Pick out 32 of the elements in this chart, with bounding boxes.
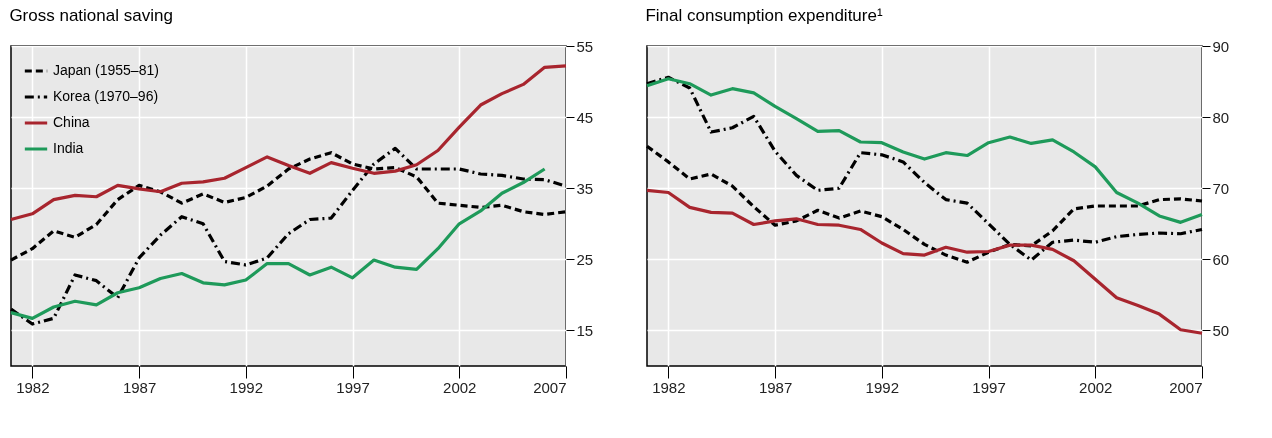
x-tick-label: 1982 [652, 378, 686, 396]
chart-title: Final consumption expenditure¹ [645, 6, 883, 25]
x-tick-label: 2002 [443, 378, 477, 396]
x-tick-label: 1987 [758, 378, 793, 396]
y-tick-label: 15 [576, 321, 594, 339]
x-tick-label: 1982 [16, 378, 50, 396]
chart-title: Gross national saving [9, 6, 173, 25]
x-tick-label: 1987 [122, 378, 157, 396]
line-series [645, 188, 1204, 335]
y-tick-label: 45 [576, 108, 594, 126]
legend-label: India [53, 140, 84, 156]
y-tick-label: 90 [1212, 37, 1230, 55]
x-tick-label: 1997 [336, 378, 370, 396]
x-tick-label: 2007 [533, 378, 567, 396]
x-tick-label: 1997 [972, 378, 1006, 396]
legend-label: Japan (1955–81) [53, 62, 159, 78]
y-tick-label: 60 [1212, 250, 1230, 268]
line-series [9, 64, 568, 222]
y-tick-label: 50 [1212, 321, 1230, 339]
y-tick-label: 80 [1212, 108, 1230, 126]
y-tick-label: 25 [576, 250, 594, 268]
y-tick-label: 35 [576, 179, 594, 197]
x-tick-label: 1992 [865, 378, 899, 396]
legend-label: Korea (1970–96) [53, 88, 159, 104]
y-tick-label: 70 [1212, 179, 1230, 197]
line-series [645, 77, 1204, 224]
y-tick-label: 55 [576, 37, 594, 55]
x-tick-label: 2007 [1169, 378, 1203, 396]
x-tick-label: 2002 [1079, 378, 1113, 396]
x-tick-label: 1992 [229, 378, 263, 396]
legend-label: China [53, 114, 90, 130]
line-series [9, 167, 547, 320]
